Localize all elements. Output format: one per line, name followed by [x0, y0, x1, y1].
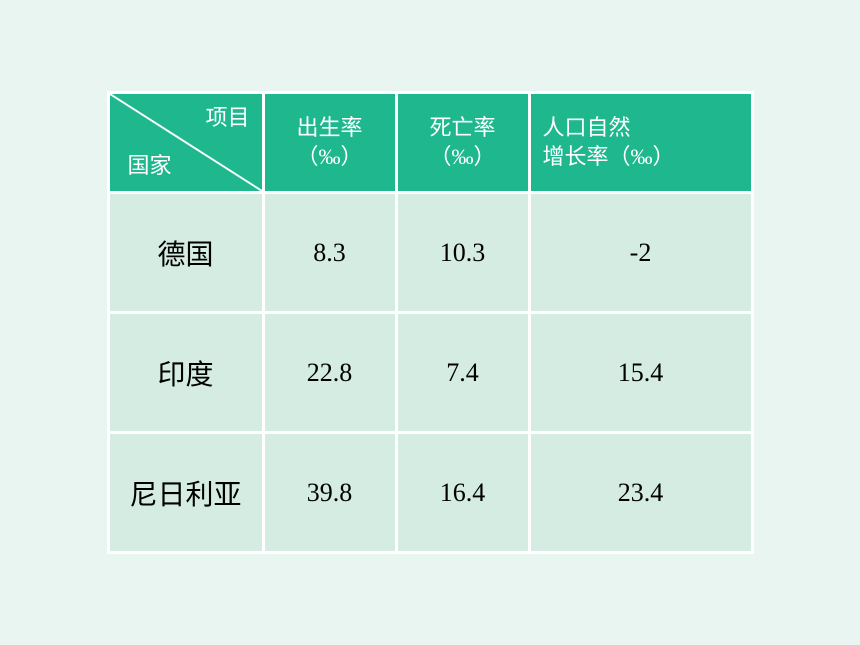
table-row: 尼日利亚 39.8 16.4 23.4 — [108, 433, 752, 553]
header-row: 项目 国家 出生率 （‰） 死亡率 （‰） 人口自然 增长率（‰） — [108, 93, 752, 193]
growth-rate-cell: -2 — [529, 193, 752, 313]
birth-rate-cell: 22.8 — [263, 313, 396, 433]
header-growth-line2: 增长率（‰） — [543, 144, 675, 169]
header-birth-line2: （‰） — [296, 144, 362, 169]
death-rate-cell: 10.3 — [396, 193, 529, 313]
table-row: 印度 22.8 7.4 15.4 — [108, 313, 752, 433]
corner-top-label: 项目 — [205, 104, 249, 133]
corner-header-cell: 项目 国家 — [108, 93, 263, 193]
birth-rate-cell: 8.3 — [263, 193, 396, 313]
birth-rate-cell: 39.8 — [263, 433, 396, 553]
header-death-rate: 死亡率 （‰） — [396, 93, 529, 193]
corner-bottom-label: 国家 — [128, 152, 172, 181]
death-rate-cell: 16.4 — [396, 433, 529, 553]
population-table-container: 项目 国家 出生率 （‰） 死亡率 （‰） 人口自然 增长率（‰） 德 — [107, 91, 754, 554]
country-cell: 德国 — [108, 193, 263, 313]
header-growth-line1: 人口自然 — [543, 115, 631, 140]
population-table: 项目 国家 出生率 （‰） 死亡率 （‰） 人口自然 增长率（‰） 德 — [107, 91, 754, 554]
header-birth-line1: 出生率 — [296, 115, 362, 140]
death-rate-cell: 7.4 — [396, 313, 529, 433]
header-growth-rate: 人口自然 增长率（‰） — [529, 93, 752, 193]
table-row: 德国 8.3 10.3 -2 — [108, 193, 752, 313]
growth-rate-cell: 23.4 — [529, 433, 752, 553]
header-death-line1: 死亡率 — [429, 115, 495, 140]
country-cell: 尼日利亚 — [108, 433, 263, 553]
header-death-line2: （‰） — [429, 144, 495, 169]
growth-rate-cell: 15.4 — [529, 313, 752, 433]
country-cell: 印度 — [108, 313, 263, 433]
header-birth-rate: 出生率 （‰） — [263, 93, 396, 193]
